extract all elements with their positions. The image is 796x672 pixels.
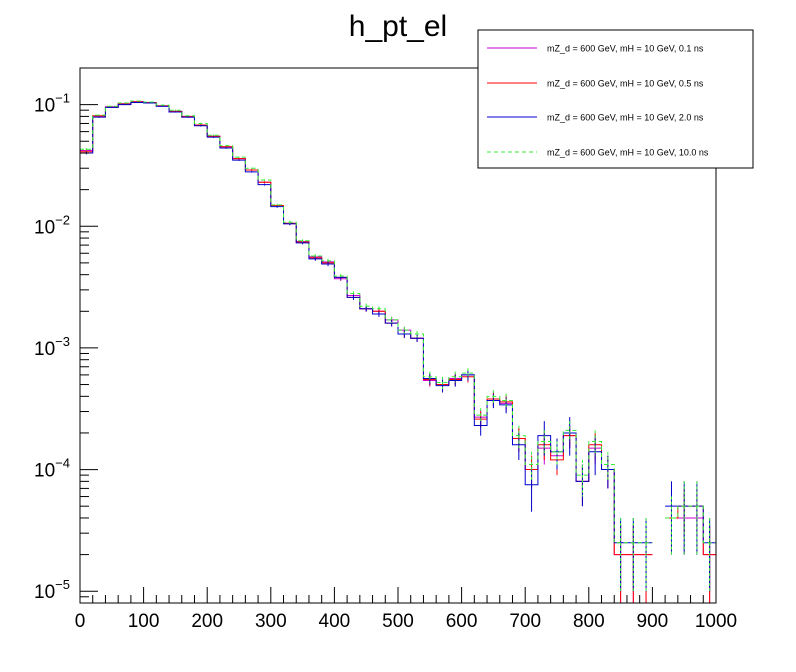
y-tick-label: 10−5	[34, 577, 70, 603]
x-tick-label: 300	[255, 611, 287, 632]
y-tick-base: 10	[34, 96, 55, 117]
y-tick-base: 10	[34, 582, 55, 603]
y-tick-label: 10−2	[34, 212, 70, 238]
y-tick-exponent: −2	[55, 212, 70, 227]
y-tick-exponent: −4	[55, 456, 70, 471]
legend-label: mZ_d = 600 GeV, mH = 10 GeV, 0.5 ns	[547, 79, 704, 89]
x-tick-label: 500	[382, 611, 414, 632]
legend: mZ_d = 600 GeV, mH = 10 GeV, 0.1 ns mZ_d …	[477, 29, 754, 169]
legend-label: mZ_d = 600 GeV, mH = 10 GeV, 0.1 ns	[547, 44, 704, 54]
legend-label: mZ_d = 600 GeV, mH = 10 GeV, 10.0 ns	[547, 148, 709, 158]
y-tick-label: 10−4	[34, 456, 70, 482]
y-tick-exponent: −1	[55, 91, 70, 106]
x-tick-label: 800	[573, 611, 605, 632]
y-tick-base: 10	[34, 217, 55, 238]
y-tick-exponent: −3	[55, 334, 70, 349]
legend-box	[477, 29, 754, 169]
x-tick-label: 1000	[695, 611, 737, 632]
x-tick-label: 600	[446, 611, 478, 632]
legend-label: mZ_d = 600 GeV, mH = 10 GeV, 2.0 ns	[547, 113, 704, 123]
x-tick-label: 400	[319, 611, 351, 632]
y-tick-base: 10	[34, 461, 55, 482]
x-tick-label: 0	[75, 611, 86, 632]
x-tick-label: 900	[637, 611, 669, 632]
series-4	[80, 100, 716, 592]
y-tick-label: 10−1	[34, 91, 70, 117]
chart-title: h_pt_el	[349, 10, 447, 43]
x-tick-label: 100	[128, 611, 160, 632]
series-layer	[80, 100, 716, 603]
y-tick-base: 10	[34, 339, 55, 360]
axes-layer: 0 100 200 300 400 500 600 700 800 900 100010−510−4…	[34, 67, 737, 632]
y-tick-exponent: −5	[55, 577, 70, 592]
y-tick-label: 10−3	[34, 334, 70, 360]
x-tick-label: 700	[509, 611, 541, 632]
x-tick-label: 200	[191, 611, 223, 632]
